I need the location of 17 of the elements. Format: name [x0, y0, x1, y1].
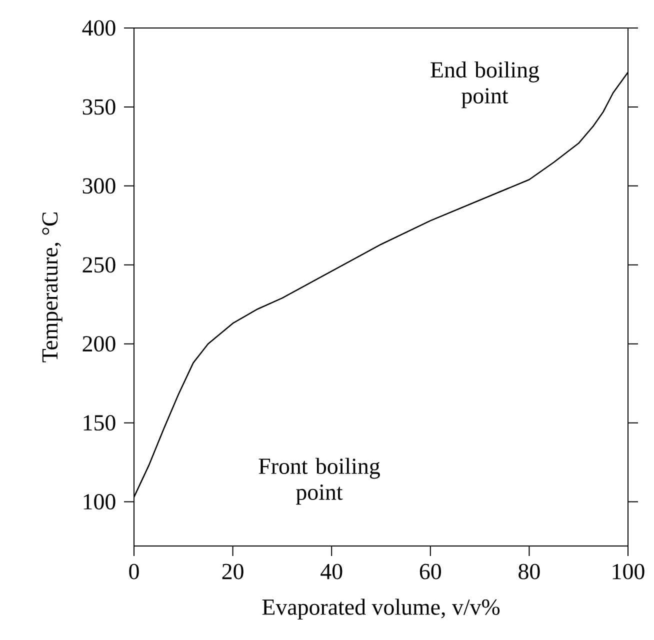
y-tick-label: 300 [82, 178, 116, 194]
x-tick-label: 80 [518, 564, 540, 580]
y-tick-label: 250 [82, 257, 116, 273]
y-tick-label: 350 [82, 99, 116, 115]
y-tick-label: 100 [84, 494, 116, 510]
y-axis-title: Temperature, °C [42, 212, 62, 362]
x-tick-label: 20 [222, 564, 244, 580]
x-tick-label: 40 [320, 564, 342, 580]
annotation: Front boiling point [258, 458, 380, 505]
y-tick-label: 150 [84, 415, 116, 431]
x-tick-label: 100 [612, 564, 644, 580]
x-tick-label: 0 [129, 564, 139, 580]
annotation: End boiling point [430, 62, 540, 108]
x-axis-title: Evaporated volume, v/v% [262, 598, 500, 620]
y-tick-label: 200 [82, 336, 116, 352]
x-tick-label: 60 [420, 564, 441, 580]
y-tick-label: 400 [82, 20, 116, 36]
